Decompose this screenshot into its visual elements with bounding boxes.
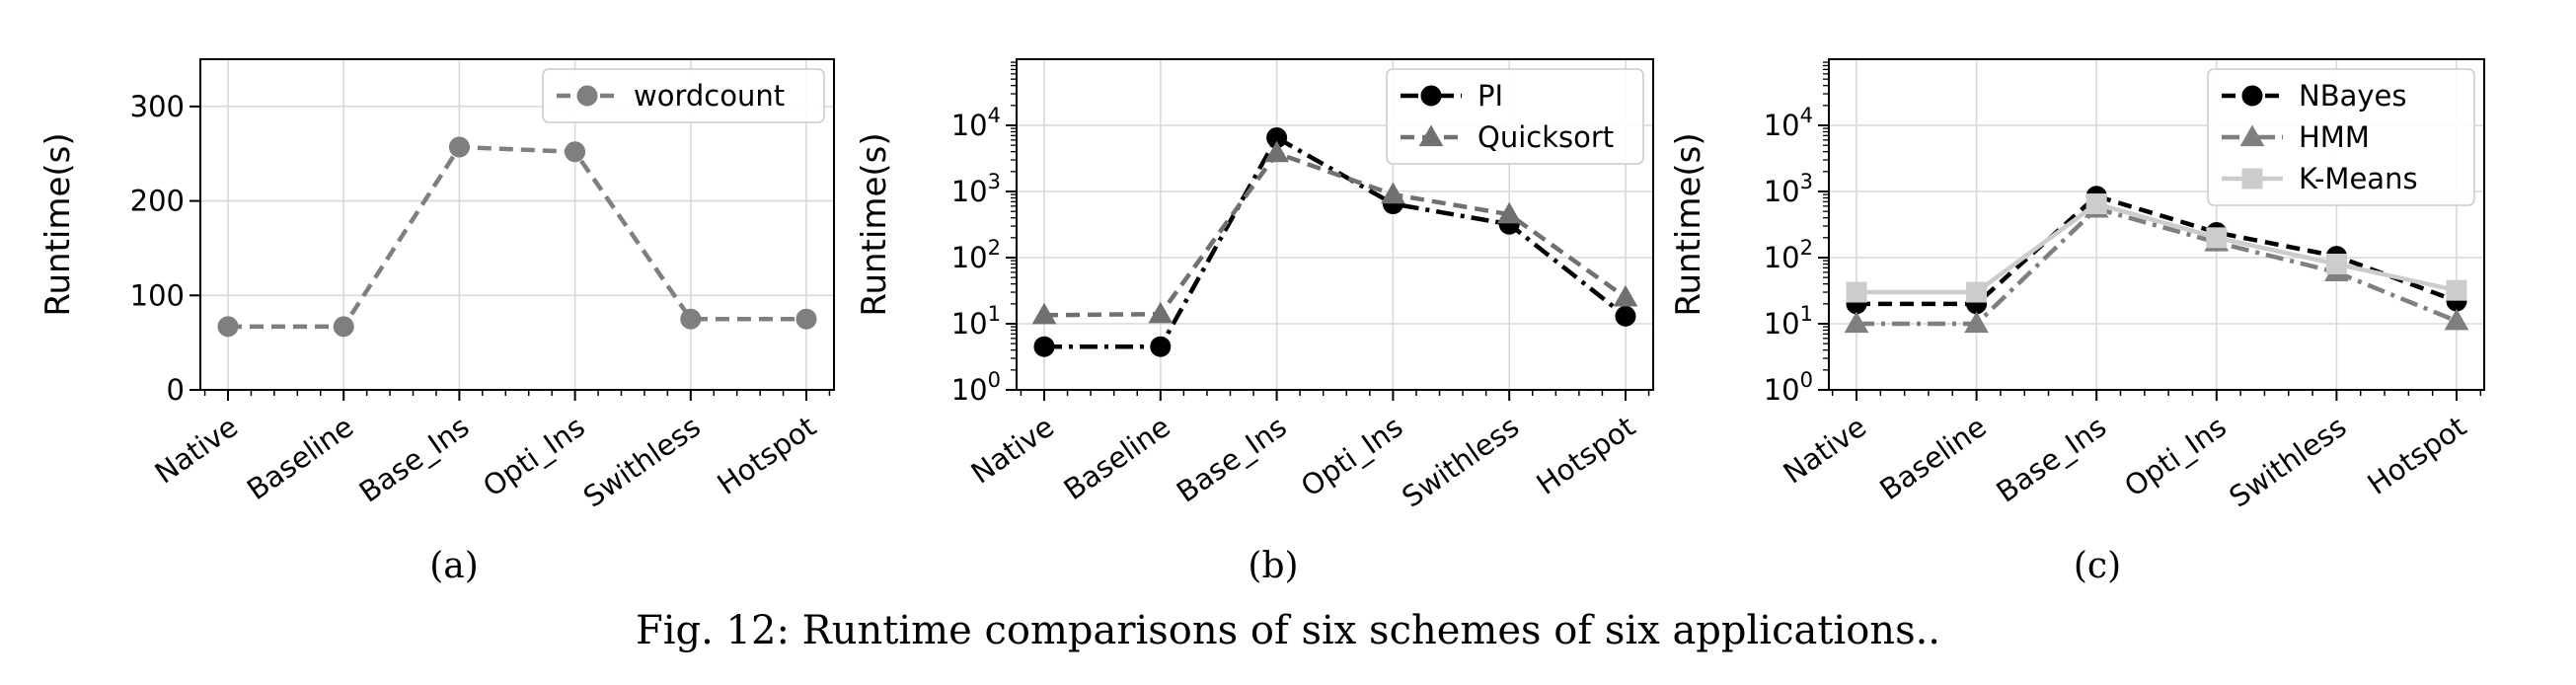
data-point-wordcount <box>448 136 470 158</box>
x-tick-label: Opti_Ins <box>1295 410 1409 503</box>
x-tick-label: Opti_Ins <box>477 410 591 503</box>
data-point-pi <box>1033 336 1055 357</box>
y-axis-label: Runtime(s) <box>1669 132 1708 316</box>
y-tick-label: 101 <box>1764 302 1813 341</box>
data-point-k-means <box>2325 253 2347 274</box>
y-tick-label: 100 <box>951 368 1001 407</box>
data-point-wordcount <box>565 141 586 163</box>
data-point-wordcount <box>217 316 239 338</box>
legend-box <box>542 68 825 123</box>
x-tick-label: Native <box>149 410 244 491</box>
x-tick-label: Baseline <box>1058 410 1176 506</box>
x-tick-label: Swithless <box>1396 410 1525 514</box>
y-tick-label: 104 <box>1764 104 1813 142</box>
y-tick-label: 103 <box>951 170 1001 208</box>
data-point-quicksort <box>1496 201 1522 224</box>
data-point-k-means <box>2446 279 2467 301</box>
y-tick-label: 104 <box>951 104 1001 142</box>
x-tick-label: Swithless <box>577 410 707 514</box>
y-tick-label: 102 <box>1764 236 1813 274</box>
legend-swatch-marker <box>2241 85 2263 107</box>
legend-swatch-marker <box>1418 124 1444 147</box>
legend-entry-label: wordcount <box>634 79 785 113</box>
legend: wordcount <box>542 68 825 123</box>
legend: PI Quicksort <box>1386 68 1644 165</box>
legend-entry-label: NBayes <box>2299 79 2406 113</box>
x-tick-label: Native <box>965 410 1060 491</box>
data-point-quicksort <box>1613 284 1638 307</box>
data-point-pi <box>1150 336 1172 357</box>
figure-caption: Fig. 12: Runtime comparisons of six sche… <box>636 608 1940 653</box>
legend-entry-label: K-Means <box>2299 162 2418 195</box>
series-line-hmm <box>1856 205 2458 327</box>
y-axis-label: Runtime(s) <box>855 132 894 316</box>
data-point-quicksort <box>1031 302 1057 325</box>
x-tick-label: Swithless <box>2223 410 2352 514</box>
x-tick-label: Native <box>1778 410 1872 491</box>
subfigure-caption: (b) <box>1248 546 1298 586</box>
legend-entry-label: PI <box>1477 79 1503 113</box>
x-tick-label: Opti_Ins <box>2118 410 2233 503</box>
data-point-k-means <box>1966 281 1988 303</box>
legend-swatch-marker <box>2241 168 2263 190</box>
series-line-nbayes <box>1856 193 2458 307</box>
data-point-k-means <box>2206 227 2228 249</box>
data-point-wordcount <box>680 308 702 330</box>
data-point-quicksort <box>1264 140 1289 163</box>
x-tick-label: Baseline <box>1873 410 1992 506</box>
data-point-k-means <box>2085 193 2107 215</box>
y-tick-label: 101 <box>951 302 1001 341</box>
y-tick-label: 200 <box>130 185 185 218</box>
data-point-wordcount <box>796 308 817 330</box>
legend: NBayes HMM K-Means <box>2207 68 2475 206</box>
data-point-wordcount <box>333 316 354 338</box>
data-point-hmm <box>1964 311 1989 334</box>
x-tick-label: Base_Ins <box>1991 410 2113 509</box>
x-tick-label: Hotspot <box>2361 410 2472 501</box>
y-tick-label: 102 <box>951 236 1001 274</box>
legend-swatch-marker <box>1420 85 1442 107</box>
legend-swatch-marker <box>2239 124 2265 147</box>
legend-entry-label: Quicksort <box>1477 120 1614 154</box>
data-point-hmm <box>1844 311 1869 334</box>
legend-box <box>2207 68 2475 206</box>
series-line-quicksort <box>1043 150 1628 318</box>
plot-area-frame <box>199 58 835 391</box>
data-point-k-means <box>1846 281 1867 303</box>
y-tick-label: 100 <box>130 278 185 312</box>
y-tick-label: 103 <box>1764 170 1813 208</box>
y-tick-label: 0 <box>167 373 185 407</box>
series-line-k-means <box>1856 201 2458 295</box>
legend-swatch-marker <box>576 85 598 107</box>
data-point-quicksort <box>1381 182 1405 204</box>
series-line-pi <box>1044 134 1628 349</box>
data-point-pi <box>1615 305 1636 327</box>
legend-entry-label: HMM <box>2299 120 2370 154</box>
x-tick-label: Hotspot <box>711 410 822 501</box>
subfigure-caption: (c) <box>2074 546 2121 586</box>
y-tick-label: 100 <box>1764 368 1813 407</box>
subfigure-caption: (a) <box>429 546 479 586</box>
y-axis-label: Runtime(s) <box>38 132 78 316</box>
series-line-wordcount <box>228 144 806 330</box>
plot-area-frame <box>1016 58 1654 391</box>
x-tick-label: Hotspot <box>1530 410 1641 501</box>
legend-box <box>1386 68 1644 165</box>
plot-area-frame <box>1828 58 2485 391</box>
data-point-quicksort <box>1148 301 1174 324</box>
data-point-hmm <box>2444 308 2469 331</box>
x-tick-label: Base_Ins <box>1171 410 1293 509</box>
y-tick-label: 300 <box>130 90 185 123</box>
x-tick-label: Base_Ins <box>353 410 476 509</box>
x-tick-label: Baseline <box>241 410 359 506</box>
